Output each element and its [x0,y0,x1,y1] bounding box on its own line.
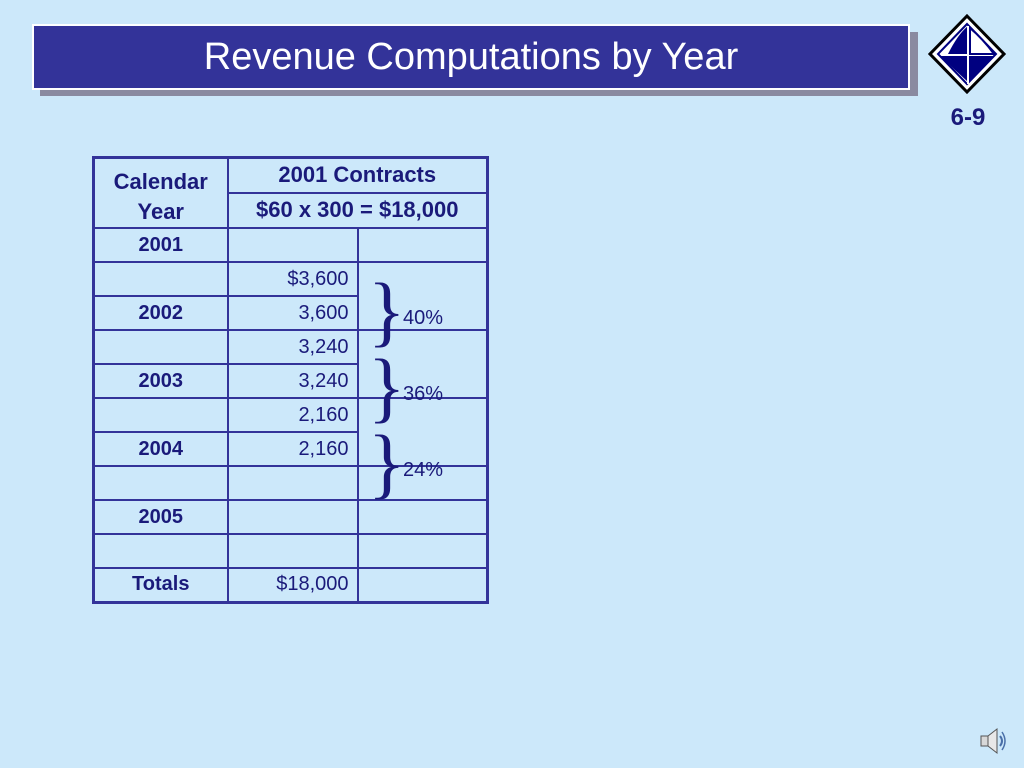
revenue-table: Calendar Year 2001 Contracts $60 x 300 =… [92,156,489,604]
year-cell [92,533,229,569]
table-row: 2005 [92,499,489,535]
table-row [92,533,489,569]
table-row: 2002 3,600 [92,295,488,331]
calendar-year-header: Calendar Year [92,156,229,229]
year-cell: 2004 [92,431,229,467]
note-cell [356,567,489,603]
slide-number: 6-9 [950,104,986,131]
brace-icon: } [368,343,406,430]
amount-cell [226,465,359,501]
note-cell [356,499,489,535]
note-cell [356,397,489,467]
table-row [92,465,489,501]
amount-cell [226,533,359,569]
year-cell [92,329,229,365]
note-cell [356,227,489,263]
year-cell: 2005 [92,499,229,535]
computation-header: $60 x 300 = $18,000 [226,191,489,230]
percentage-label: 36% [403,383,444,405]
brace-icon: } [368,267,406,354]
year-cell [92,397,229,433]
year-cell [92,261,229,297]
amount-cell: 2,160 [226,397,359,433]
note-cell [356,261,489,331]
amount-cell: 2,160 [226,431,359,467]
percentage-label: 24% [403,459,444,481]
speaker-icon[interactable] [980,726,1006,756]
logo-icon [928,14,1006,94]
table-row: 2,160 [92,397,489,467]
amount-cell [226,499,359,535]
year-cell [92,465,229,501]
amount-cell: 3,600 [226,295,359,331]
totals-label: Totals [92,567,229,603]
year-cell: 2001 [92,227,229,263]
title-bar: Revenue Computations by Year [32,24,910,90]
brace-icon: } [368,419,406,506]
amount-cell: 3,240 [226,329,359,365]
amount-cell: $3,600 [226,261,359,297]
table-row: 2004 2,160 [92,431,488,467]
totals-amount: $18,000 [226,567,359,603]
percentage-label: 40% [403,307,444,329]
totals-row: Totals $18,000 [92,567,489,603]
year-cell: 2003 [92,363,229,399]
contracts-header: 2001 Contracts [226,156,489,194]
note-cell [356,329,489,399]
slide-title: Revenue Computations by Year [203,35,739,78]
table-row: 3,240 [92,329,489,399]
table-row: 2003 3,240 [92,363,488,399]
amount-cell: 3,240 [226,363,359,399]
table-row: $3,600 [92,261,489,331]
year-cell: 2002 [92,295,229,331]
note-cell [356,465,489,501]
note-cell [356,533,489,569]
amount-cell [226,227,359,263]
table-row: 2001 [92,227,489,263]
